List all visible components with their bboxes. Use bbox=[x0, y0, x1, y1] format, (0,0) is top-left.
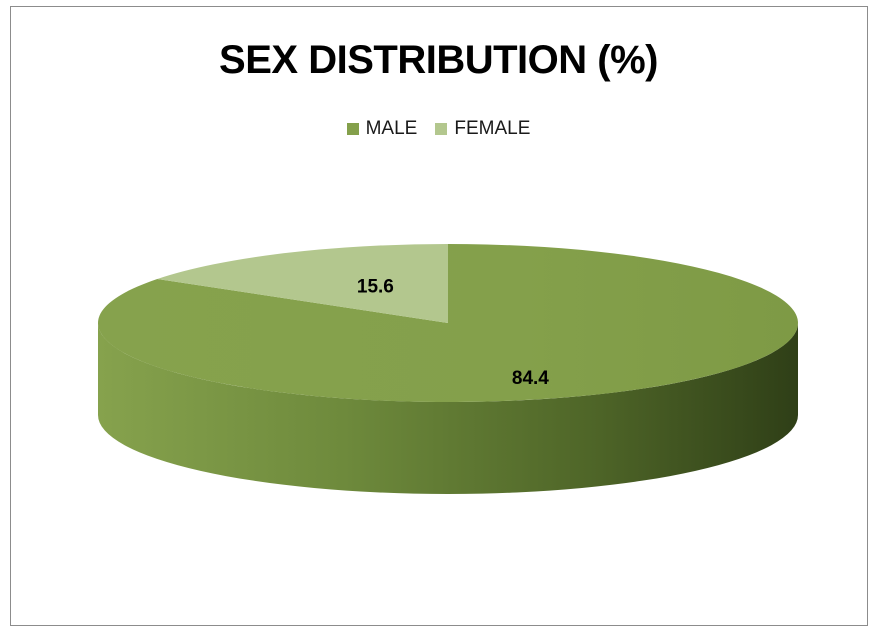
slice-male bbox=[97, 244, 799, 403]
data-label-male: 84.4 bbox=[512, 368, 549, 389]
pie-side-wall bbox=[98, 323, 798, 494]
slice-female bbox=[157, 244, 448, 323]
legend-item-female: FEMALE bbox=[435, 118, 530, 140]
legend-item-male: MALE bbox=[346, 118, 418, 140]
legend-swatch-female bbox=[435, 123, 448, 135]
legend: MALE FEMALE bbox=[0, 118, 877, 140]
chart-title: SEX DISTRIBUTION (%) bbox=[219, 38, 658, 82]
legend-label-female: FEMALE bbox=[454, 118, 531, 139]
pie-chart: 84.4 15.6 bbox=[97, 244, 799, 494]
legend-label-male: MALE bbox=[365, 118, 418, 139]
legend-swatch-male bbox=[346, 123, 359, 135]
data-label-female: 15.6 bbox=[357, 277, 394, 298]
